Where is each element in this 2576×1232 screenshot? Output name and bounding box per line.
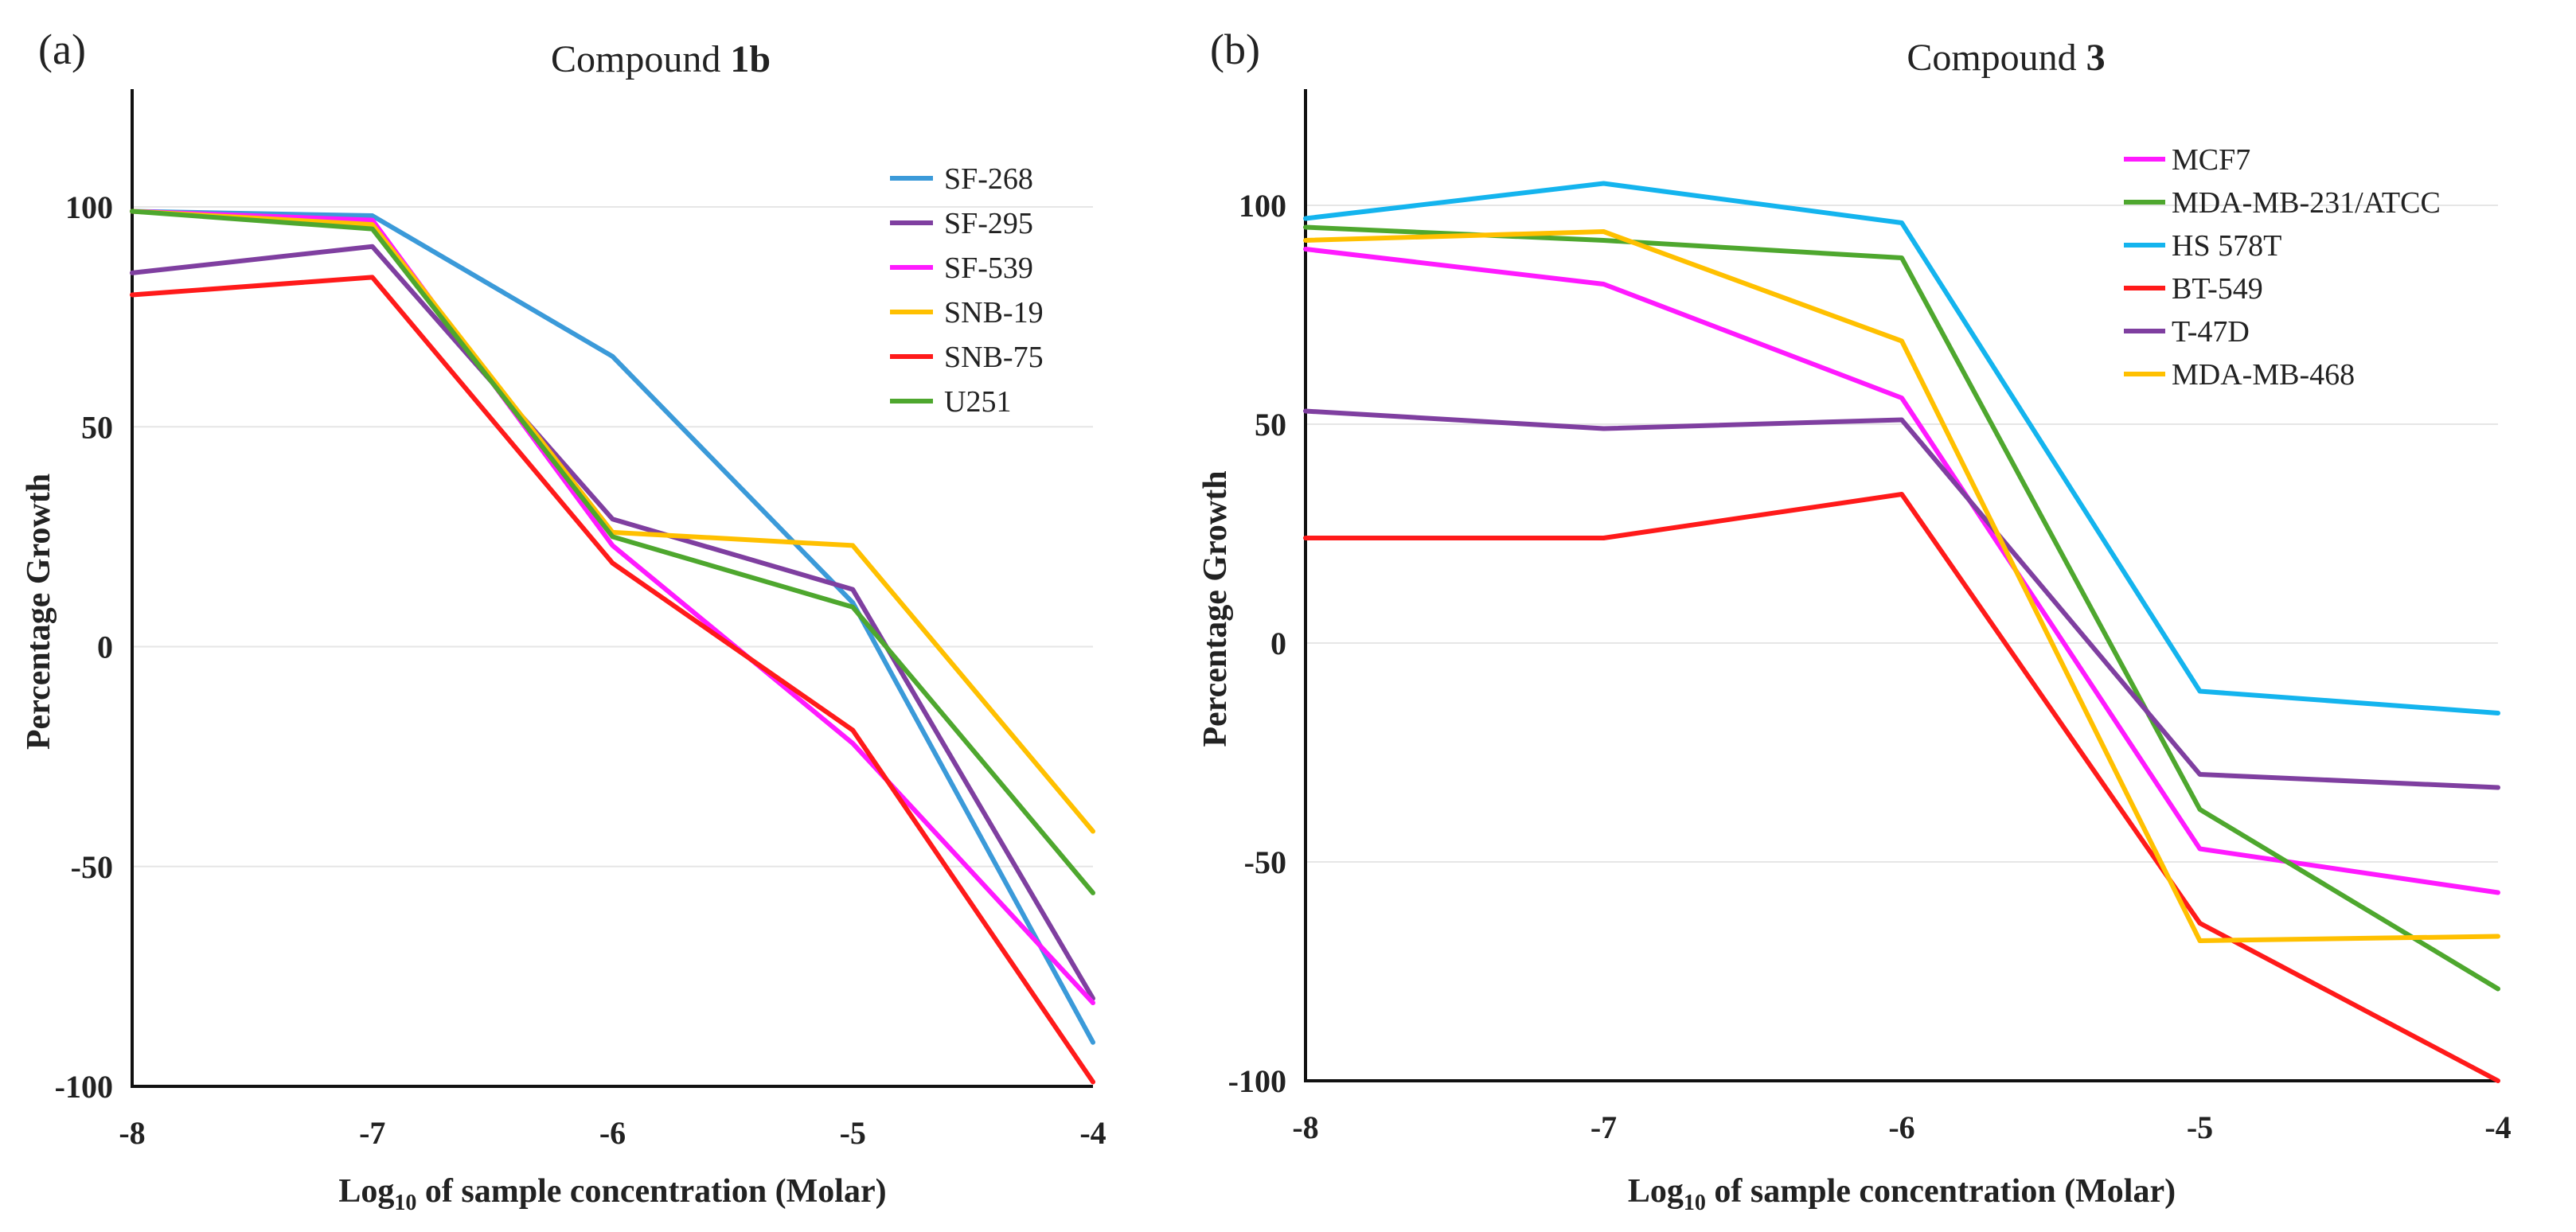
x-axis-title-subscript: 10 [1684, 1191, 1706, 1215]
series-line-u251 [130, 209, 1095, 895]
x-tick-label: -6 [1888, 1109, 1914, 1145]
x-axis-title: Log10 of sample concentration (Molar) [1628, 1173, 2176, 1215]
series-line-snb-19 [130, 209, 1095, 834]
y-tick-label: -100 [55, 1069, 113, 1105]
x-axis-title-suffix: of sample concentration (Molar) [1706, 1173, 2176, 1210]
legend-label: SNB-75 [944, 341, 1044, 374]
series-line-hs-578t [1303, 181, 2500, 715]
x-tick-label: -6 [599, 1115, 626, 1151]
legend: SF-268 SF-295 SF-539 SNB-19 SNB-75 U251 [890, 162, 1044, 419]
legend-label: MDA-MB-468 [2172, 358, 2355, 392]
y-tick-label: 50 [81, 409, 113, 445]
legend-label: SNB-19 [944, 296, 1044, 329]
y-tick-label: 50 [1255, 407, 1286, 443]
panel-letter: (b) [1210, 25, 1260, 73]
x-axis-title-subscript: 10 [394, 1191, 416, 1215]
series-line-sf-268 [130, 209, 1095, 1045]
x-tick-label: -4 [1079, 1115, 1106, 1151]
legend-label: MDA-MB-231/ATCC [2172, 186, 2441, 220]
series-line-snb-75 [130, 275, 1095, 1085]
chart-title-compound: 1b [730, 38, 771, 80]
x-tick-label: -8 [119, 1115, 145, 1151]
legend-label: SF-295 [944, 207, 1033, 240]
chart-panel-a: -100 -50 0 50 100 -8 -7 -6 -5 -4 SF-268 SF-295 SF-53… [21, 25, 1107, 1215]
legend-label: SF-539 [944, 251, 1033, 285]
x-axis-title-prefix: Log [1628, 1173, 1684, 1210]
legend-label: U251 [944, 385, 1011, 419]
series-line-mcf7 [1303, 247, 2500, 895]
y-axis-title: Percentage Growth [21, 474, 57, 750]
y-tick-label: 100 [1239, 188, 1286, 224]
x-axis-title-prefix: Log [338, 1173, 394, 1210]
series-line-t-47d [1303, 408, 2500, 790]
series-line-bt-549 [1303, 492, 2500, 1083]
x-tick-label: -5 [2187, 1109, 2213, 1145]
legend-label: SF-268 [944, 162, 1033, 196]
series-line-mda-mb-468 [1303, 229, 2500, 943]
y-tick-label: -50 [1244, 844, 1286, 880]
chart-title: Compound 1b [551, 38, 771, 80]
x-tick-label: -8 [1292, 1109, 1318, 1145]
y-tick-label: 0 [97, 630, 113, 665]
x-tick-label: -4 [2484, 1109, 2511, 1145]
x-axis-title-suffix: of sample concentration (Molar) [416, 1173, 886, 1210]
y-tick-label: 100 [65, 189, 113, 225]
chart-title-prefix: Compound [551, 38, 730, 80]
legend-label: MCF7 [2172, 143, 2250, 177]
panel-letter: (a) [38, 25, 86, 73]
series-line-sf-539 [130, 209, 1095, 1006]
x-tick-label: -7 [359, 1115, 385, 1151]
y-tick-label: 0 [1270, 626, 1286, 661]
legend-label: T-47D [2172, 315, 2250, 349]
x-tick-label: -7 [1590, 1109, 1617, 1145]
chart-panel-b: -100 -50 0 50 100 -8 -7 -6 -5 -4 MCF7 MDA-MB-231/AT… [1197, 25, 2512, 1215]
chart-title: Compound 3 [1907, 37, 2105, 79]
y-axis-title: Percentage Growth [1197, 470, 1234, 747]
chart-title-compound: 3 [2086, 37, 2106, 79]
x-tick-label: -5 [840, 1115, 866, 1151]
y-tick-label: -100 [1228, 1063, 1286, 1099]
legend-label: BT-549 [2172, 272, 2263, 306]
x-axis-title: Log10 of sample concentration (Molar) [338, 1173, 886, 1215]
chart-title-prefix: Compound [1907, 37, 2086, 79]
legend-label: HS 578T [2172, 229, 2281, 263]
legend: MCF7 MDA-MB-231/ATCC HS 578T BT-549 T-47D MDA… [2124, 143, 2441, 392]
y-tick-label: -50 [71, 849, 113, 885]
series-line-sf-295 [130, 244, 1095, 1001]
